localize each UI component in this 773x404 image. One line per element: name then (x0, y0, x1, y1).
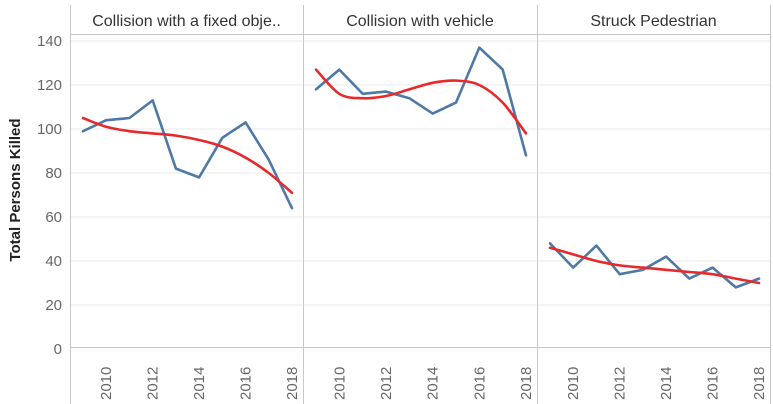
y-tick-label: 120 (37, 77, 62, 94)
y-tick-label: 60 (45, 209, 62, 226)
x-tick-label: 2010 (98, 367, 115, 400)
x-tick-label: 2010 (565, 367, 582, 400)
trend-line (314, 68, 528, 135)
x-tick-label: 2016 (238, 367, 255, 400)
x-tick-label: 2012 (378, 367, 395, 400)
panel: Collision with a fixed obje.. 2010 2012 201… (81, 13, 301, 400)
trend-line (81, 116, 294, 195)
x-tick-label: 2014 (191, 367, 208, 400)
trend-line (548, 246, 761, 285)
panel: Collision with vehicle 2010 2012 2014 2016 20… (314, 13, 535, 400)
x-tick-label: 2018 (518, 367, 535, 400)
x-tick-label: 2014 (425, 367, 442, 400)
x-tick-label: 2018 (751, 367, 768, 400)
x-tick-label: 2016 (471, 367, 488, 400)
y-tick-label: 40 (45, 253, 62, 270)
panel: Struck Pedestrian 2010 2012 2014 2016 2018 (548, 13, 768, 400)
x-tick-label: 2014 (658, 367, 675, 400)
panel-title: Struck Pedestrian (590, 13, 716, 30)
y-tick-label: 0 (54, 341, 62, 358)
y-axis-title: Total Persons Killed (7, 118, 24, 261)
panel-title: Collision with a fixed obje.. (92, 13, 281, 30)
x-tick-label: 2012 (612, 367, 629, 400)
actual-line (81, 99, 294, 210)
x-tick-label: 2012 (145, 367, 162, 400)
y-tick-label: 100 (37, 121, 62, 138)
y-tick-label: 80 (45, 165, 62, 182)
actual-line (548, 242, 761, 289)
y-tick-label: 20 (45, 297, 62, 314)
actual-line (314, 46, 528, 157)
x-tick-label: 2016 (705, 367, 722, 400)
x-tick-label: 2018 (284, 367, 301, 400)
x-tick-label: 2010 (331, 367, 348, 400)
panel-title: Collision with vehicle (346, 13, 494, 30)
y-tick-label: 140 (37, 33, 62, 50)
